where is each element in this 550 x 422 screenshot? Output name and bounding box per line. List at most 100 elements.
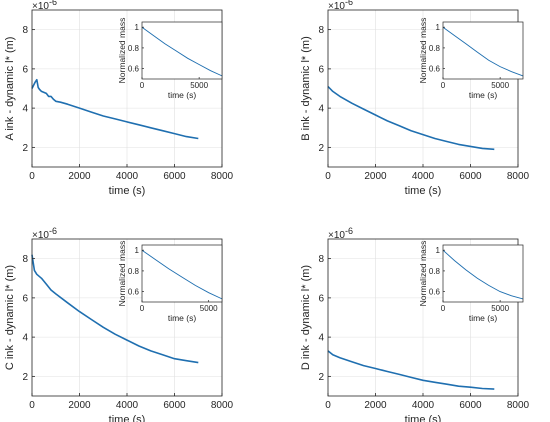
panel-a-xtick-label: 8000 — [211, 171, 234, 182]
panel-c-inset-xtick-label: 0 — [140, 304, 145, 313]
panel-b-inset-xlabel: time (s) — [469, 90, 498, 100]
panel-c-ylabel: C ink - dynamic l* (m) — [4, 265, 16, 370]
panel-d-inset-xtick-label: 0 — [441, 304, 446, 313]
panel-d-inset-ylabel: Normalized mass — [418, 241, 428, 307]
panel-a-xtick-label: 4000 — [116, 171, 139, 182]
panel-d-inset-plot-area — [443, 245, 523, 302]
panel-d-inset-ytick-label: 1 — [436, 246, 441, 255]
panel-b-exponent-base: ×10 — [328, 1, 345, 12]
panel-b-inset-series-line — [442, 26, 524, 77]
panel-d-xlabel: time (s) — [405, 414, 442, 422]
panel-a-inset-xtick-label: 5000 — [190, 81, 208, 90]
panel-d-inset-ytick-label: 0.8 — [429, 267, 441, 276]
panel-a-exponent: ×10-6 — [32, 0, 57, 12]
panel-c-ytick-label: 8 — [22, 254, 28, 265]
panel-c-inset-ytick-label: 0.6 — [128, 288, 140, 297]
panel-a-inset-ytick-label: 1 — [135, 23, 140, 32]
panel-c-exponent-power: -6 — [49, 226, 57, 236]
panel-d-exponent: ×10-6 — [328, 226, 353, 241]
panel-d-exponent-base: ×10 — [328, 230, 345, 241]
panel-c-inset-xtick-label: 5000 — [200, 304, 218, 313]
panel-c-inset-ytick-label: 0.8 — [128, 267, 140, 276]
panel-b-inset-ytick-label: 0.8 — [429, 44, 441, 53]
panel-b-inset-frame — [442, 21, 524, 80]
panel-b-inset-xtick-label: 0 — [441, 81, 446, 90]
panel-c-xtick-label: 6000 — [163, 400, 186, 411]
panel-a-inset-ytick-label: 0.6 — [128, 65, 140, 74]
panel-c-exponent-base: ×10 — [32, 230, 49, 241]
panel-b-ylabel: B ink - dynamic l* (m) — [300, 36, 312, 141]
panel-c-xtick-label: 8000 — [211, 400, 234, 411]
panel-b-inset-plot-area — [443, 22, 523, 79]
panel-a-xtick-label: 0 — [29, 171, 35, 182]
panel-b-ytick-label: 4 — [318, 104, 324, 115]
panel-d-inset: 0 5000 0.6 0.8 1 time (s) Normalized mass — [418, 241, 524, 323]
panel-a-inset-xtick-label: 0 — [140, 81, 145, 90]
panel-a: 0 2000 4000 6000 8000 2 4 6 8 ×10-6 time (s) A ink … — [4, 0, 234, 197]
panel-d-xtick-label: 8000 — [507, 400, 530, 411]
panel-b-series-line — [327, 85, 495, 151]
panel-b-inset: 0 5000 0.6 0.8 1 time (s) Normalized mass — [418, 18, 524, 100]
panel-a-inset: 0 5000 0.6 0.8 1 time (s) Normalized mass — [117, 18, 223, 100]
panel-a-ytick-label: 6 — [22, 64, 28, 75]
panel-c-inset-ylabel: Normalized mass — [117, 241, 127, 307]
panel-a-series-line — [31, 78, 199, 140]
panel-a-xtick-label: 6000 — [163, 171, 186, 182]
panel-b-xtick-label: 2000 — [364, 171, 387, 182]
panel-b-inset-ylabel: Normalized mass — [418, 18, 428, 84]
panel-b-xlabel: time (s) — [405, 185, 442, 197]
panel-d-xtick-label: 2000 — [364, 400, 387, 411]
panel-a-ytick-label: 4 — [22, 104, 28, 115]
panel-d-ytick-label: 2 — [318, 372, 324, 383]
panel-d-inset-frame — [442, 244, 524, 303]
panel-b-xtick-label: 6000 — [459, 171, 482, 182]
panel-b-xtick-label: 8000 — [507, 171, 530, 182]
panel-b: 0 2000 4000 6000 8000 2 4 6 8 ×10-6 time (s) B ink … — [300, 0, 530, 197]
panel-c-series-line — [31, 254, 199, 364]
panel-d-xtick-label: 4000 — [412, 400, 435, 411]
panel-c-inset-xlabel: time (s) — [168, 313, 197, 323]
panel-a-inset-series-line — [141, 26, 223, 77]
panel-c-ytick-label: 2 — [22, 372, 28, 383]
panel-b-inset-xtick-label: 5000 — [491, 81, 509, 90]
panel-d-exponent-power: -6 — [345, 226, 353, 236]
panel-a-ylabel: A ink - dynamic l* (m) — [4, 37, 16, 141]
panel-b-xtick-label: 4000 — [412, 171, 435, 182]
panel-a-ytick-label: 8 — [22, 25, 28, 36]
panel-c-xtick-label: 0 — [29, 400, 35, 411]
panel-d: 0 2000 4000 6000 8000 2 4 6 8 ×10-6 time (s) D ink … — [300, 226, 530, 422]
panel-d-series-line — [327, 350, 495, 390]
panel-b-exponent: ×10-6 — [328, 0, 353, 12]
panel-d-ylabel: D ink - dynamic l* (m) — [300, 265, 312, 370]
panel-d-inset-series-line — [442, 249, 524, 300]
panel-c-exponent: ×10-6 — [32, 226, 57, 241]
panel-a-exponent-power: -6 — [49, 0, 57, 7]
panel-b-ytick-label: 8 — [318, 25, 324, 36]
panel-a-inset-ylabel: Normalized mass — [117, 18, 127, 84]
panel-a-xlabel: time (s) — [109, 185, 146, 197]
panel-b-ytick-label: 2 — [318, 143, 324, 154]
panel-c-inset-ytick-label: 1 — [135, 246, 140, 255]
panel-c-inset-frame — [141, 244, 223, 303]
panel-c-inset-series-line — [141, 249, 223, 300]
panel-a-inset-xlabel: time (s) — [168, 90, 197, 100]
panel-c-ytick-label: 6 — [22, 293, 28, 304]
panel-d-ytick-label: 6 — [318, 293, 324, 304]
panel-d-inset-xtick-label: 5000 — [491, 304, 509, 313]
panel-d-ytick-label: 8 — [318, 254, 324, 265]
panel-a-inset-ytick-label: 0.8 — [128, 44, 140, 53]
panel-c-inset: 0 5000 0.6 0.8 1 time (s) Normalized mass — [117, 241, 223, 323]
panel-b-inset-ytick-label: 0.6 — [429, 65, 441, 74]
panel-b-exponent-power: -6 — [345, 0, 353, 7]
panel-d-inset-xlabel: time (s) — [469, 313, 498, 323]
panel-a-inset-frame — [141, 21, 223, 80]
panel-c-xtick-label: 4000 — [116, 400, 139, 411]
panel-d-xtick-label: 0 — [325, 400, 331, 411]
panel-c-xtick-label: 2000 — [68, 400, 91, 411]
panel-b-inset-ytick-label: 1 — [436, 23, 441, 32]
panel-a-xtick-label: 2000 — [68, 171, 91, 182]
panel-a-exponent-base: ×10 — [32, 1, 49, 12]
panel-d-xtick-label: 6000 — [459, 400, 482, 411]
panel-d-inset-ytick-label: 0.6 — [429, 288, 441, 297]
